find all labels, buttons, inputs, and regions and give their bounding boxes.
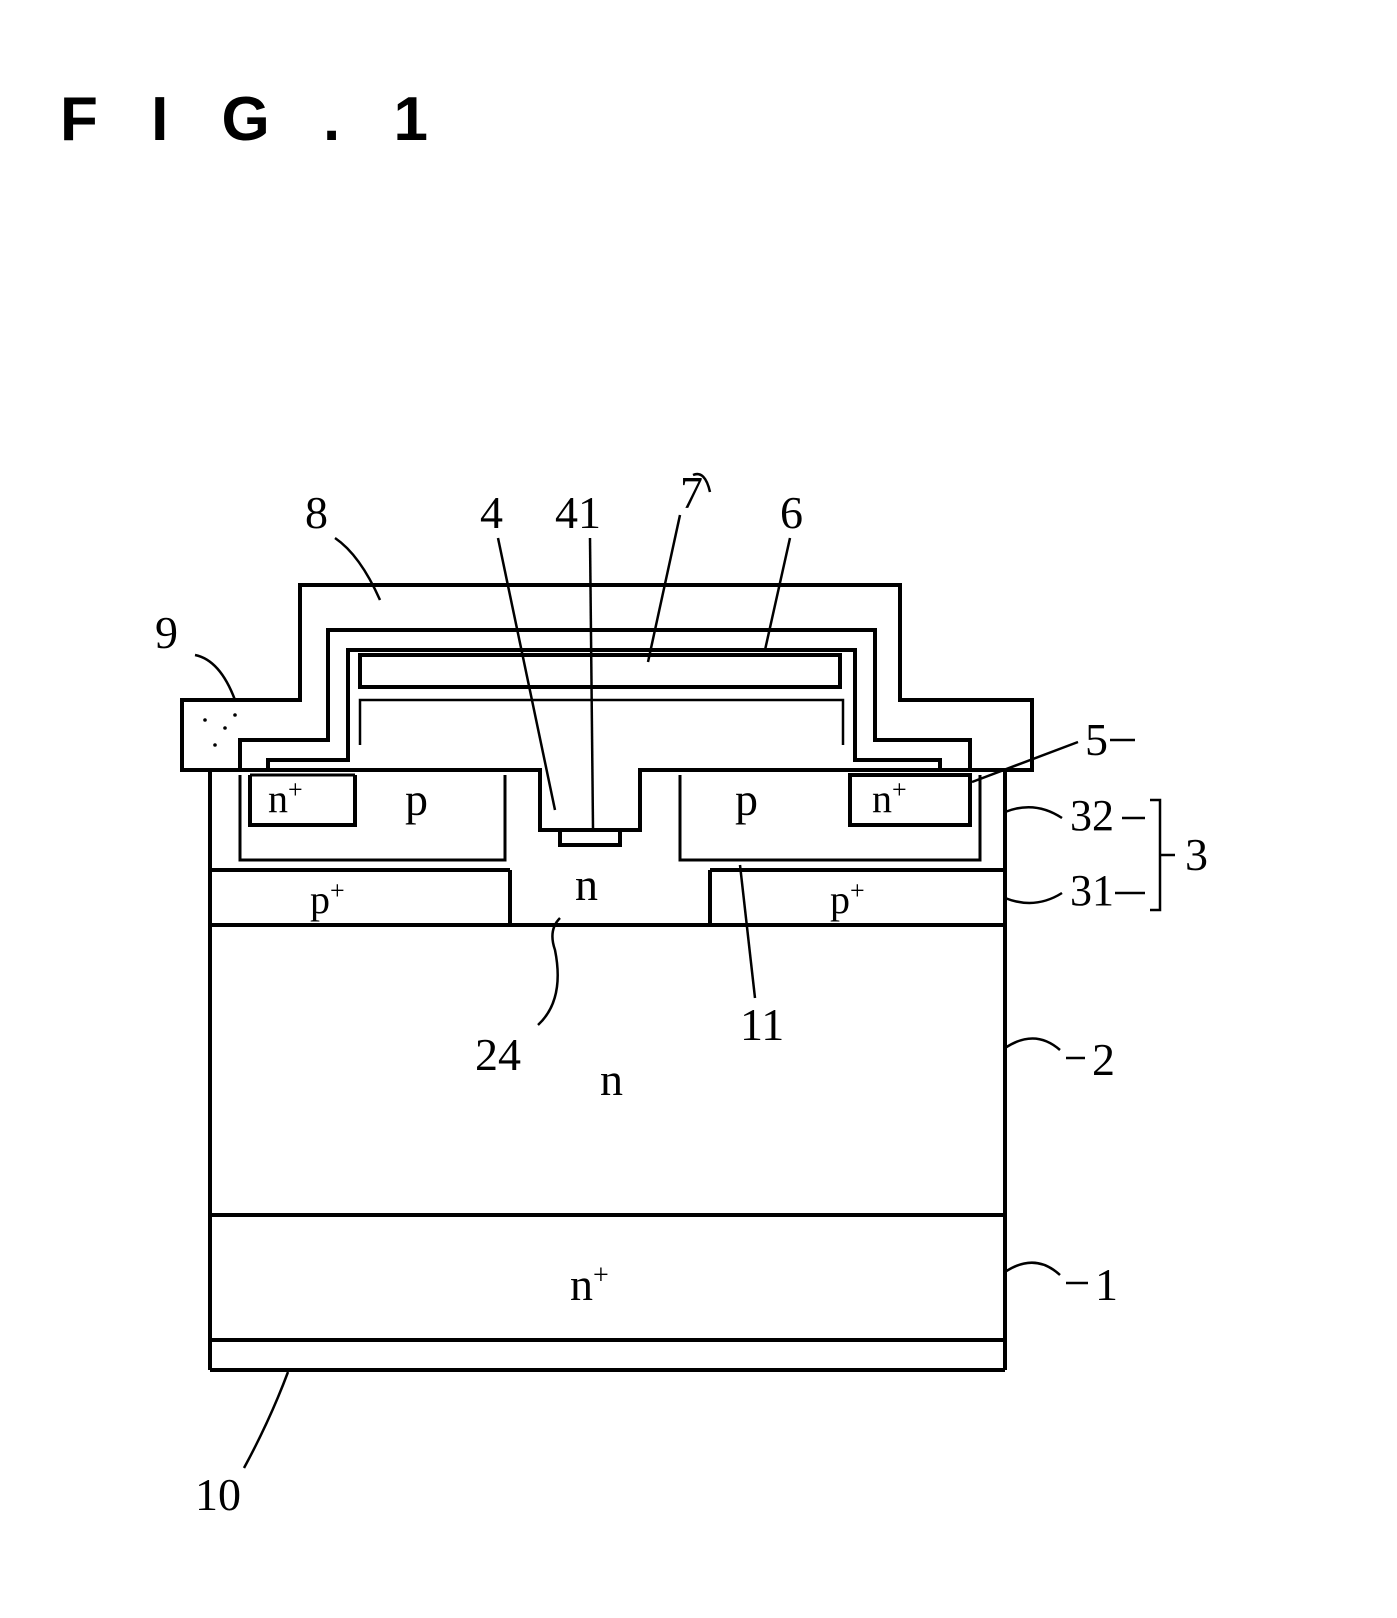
leader-1: [1005, 1263, 1060, 1275]
callout-31: 31: [1070, 866, 1114, 915]
callout-5: 5: [1085, 714, 1108, 765]
leader-10: [244, 1372, 288, 1468]
body-well-right: [680, 775, 980, 860]
label-p-left: p: [405, 774, 428, 825]
callout-41: 41: [555, 487, 601, 538]
callout-9: 9: [155, 607, 178, 658]
leader-41: [590, 538, 593, 828]
label-n-channel: n: [575, 859, 598, 910]
label-nplus-right: n+: [872, 775, 907, 821]
label-p-right: p: [735, 774, 758, 825]
callout-4: 4: [480, 487, 503, 538]
leader-5: [972, 742, 1078, 782]
leader-2: [1005, 1038, 1060, 1050]
leader-11: [740, 865, 755, 998]
notch-41: [560, 830, 620, 845]
leader-6: [765, 538, 790, 650]
leader-9: [195, 655, 235, 700]
leader-32: [1005, 807, 1062, 818]
callout-6: 6: [780, 487, 803, 538]
bracket-3: [1150, 800, 1175, 910]
outer-electrode-9: [182, 585, 1032, 770]
stipple-left: [203, 713, 237, 747]
label-n-drift: n: [600, 1054, 623, 1105]
label-nplus-substrate: n+: [570, 1259, 609, 1310]
leader-8: [335, 538, 380, 600]
nplus-right-box: [850, 775, 970, 825]
callout-1: 1: [1095, 1259, 1118, 1310]
leader-7: [648, 515, 680, 662]
callout-2: 2: [1092, 1034, 1115, 1085]
label-pplus-left: p+: [310, 876, 345, 922]
callout-10: 10: [195, 1469, 241, 1520]
callout-8: 8: [305, 487, 328, 538]
leader-31: [1005, 893, 1062, 903]
gate-oxide-6-inner: [360, 700, 843, 745]
callout-3: 3: [1185, 829, 1208, 880]
callout-32: 32: [1070, 791, 1114, 840]
callout-11: 11: [740, 999, 784, 1050]
callout-24: 24: [475, 1029, 521, 1080]
leader-24: [538, 918, 560, 1025]
label-pplus-right: p+: [830, 876, 865, 922]
figure-title: F I G . 1: [60, 85, 446, 154]
label-nplus-left: n+: [268, 775, 303, 821]
gate-electrode-7: [360, 655, 840, 687]
